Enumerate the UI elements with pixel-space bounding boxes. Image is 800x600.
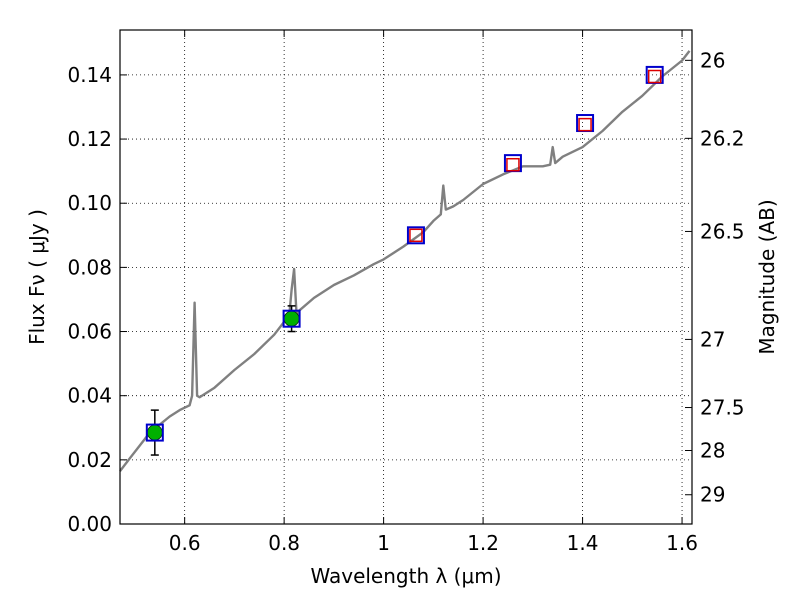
measured-point — [283, 310, 300, 327]
upper-limit-square — [409, 228, 423, 243]
model-photometry-square — [282, 309, 301, 328]
x-tick-label: 0.8 — [268, 531, 300, 555]
x-tick-label: 1.4 — [567, 531, 599, 555]
y-tick-label: 0.12 — [67, 127, 112, 151]
x-tick-label: 0.6 — [169, 531, 201, 555]
mag-tick-label: 27.5 — [700, 396, 745, 420]
y-tick-label: 0.00 — [67, 512, 112, 536]
x-tick-label: 1.6 — [666, 531, 698, 555]
model-photometry-square — [145, 423, 164, 442]
y-tick-label: 0.02 — [67, 448, 112, 472]
y-tick-label: 0.06 — [67, 320, 112, 344]
measured-point — [147, 424, 163, 441]
upper-limit-square — [506, 157, 520, 172]
model-photometry-square — [406, 226, 425, 245]
mag-tick-label: 29 — [700, 483, 725, 507]
mag-tick-label: 26.2 — [700, 126, 745, 150]
mag-tick-label: 26.5 — [700, 219, 745, 243]
x-axis-label: Wavelength λ (μm) — [310, 564, 501, 588]
data-series — [119, 50, 691, 472]
gridlines — [120, 30, 692, 525]
mag-tick-label: 28 — [700, 439, 725, 463]
y-tick-label: 0.10 — [67, 191, 112, 215]
x-tick-label: 1 — [377, 531, 390, 555]
y-axis-label: Flux Fν ( μJy ) — [25, 209, 49, 345]
upper-limit-square — [578, 117, 592, 132]
upper-limit-square — [647, 69, 662, 84]
y-tick-label: 0.14 — [67, 63, 112, 87]
y-tick-label: 0.08 — [67, 255, 112, 279]
model-spectrum-line — [119, 50, 691, 472]
mag-tick-label: 26 — [700, 48, 725, 72]
y-tick-label: 0.04 — [67, 384, 112, 408]
mag-tick-label: 27 — [700, 327, 725, 351]
right-axis-label: Magnitude (AB) — [755, 199, 779, 354]
axis-ticks: 0.6 0.8 1 1.2 1.4 1.6 0.00 0.02 0.04 0.06 0.08 0.10… — [67, 30, 745, 555]
plot-frame — [119, 29, 693, 525]
x-tick-label: 1.2 — [467, 531, 499, 555]
